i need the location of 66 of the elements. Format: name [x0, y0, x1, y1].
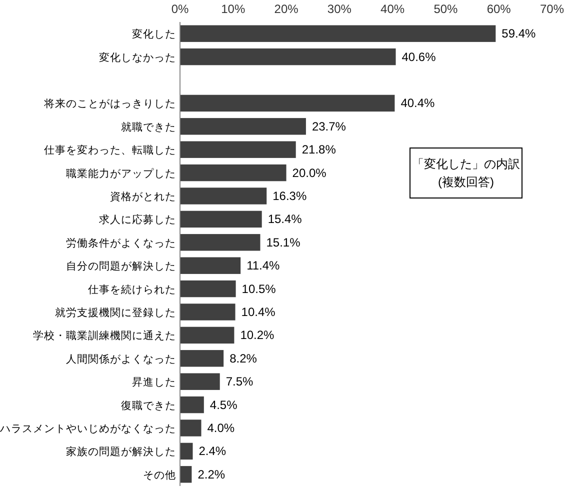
data-label: 2.2% [198, 467, 226, 482]
bar [180, 257, 241, 274]
bar [180, 210, 262, 228]
y-tick-label: 復職できた [121, 398, 176, 412]
bar [180, 350, 224, 367]
bar [180, 48, 396, 66]
x-tick-label: 50% [434, 2, 458, 16]
data-label: 4.0% [207, 421, 235, 435]
y-tick-label: 資格がとれた [110, 191, 176, 203]
y-tick-label: 昇進した [132, 376, 176, 389]
y-tick-label: 労働条件がよくなった [66, 236, 176, 250]
y-tick-label: 就労支援機関に登録した [55, 306, 176, 319]
data-label: 15.1% [266, 235, 301, 250]
bar [180, 326, 234, 344]
data-label: 10.2% [240, 328, 275, 342]
bar [180, 234, 260, 251]
bar [180, 94, 395, 112]
data-label: 16.3% [272, 189, 307, 203]
data-label: 10.4% [241, 305, 276, 319]
x-tick-label: 30% [327, 2, 352, 16]
data-label: 23.7% [312, 119, 346, 134]
x-tick-label: 70% [540, 2, 564, 16]
y-tick-label: 変化しなかった [99, 50, 176, 64]
y-tick-label: 求人に応募した [99, 213, 176, 226]
bar [180, 118, 306, 135]
bar [180, 304, 236, 320]
bar [180, 25, 496, 42]
y-tick-label: ハラスメントやいじめがなくなった [0, 423, 176, 435]
bar [180, 280, 236, 298]
x-tick-label: 40% [380, 2, 405, 16]
data-label: 4.5% [210, 398, 238, 412]
bar [180, 442, 193, 460]
y-tick-label: 就職できた [121, 120, 176, 134]
data-label: 10.5% [242, 282, 276, 296]
x-tick-label: 0% [171, 2, 189, 16]
y-tick-label: 変化した [132, 28, 176, 41]
x-tick-label: 60% [486, 2, 512, 16]
data-label: 2.4% [198, 444, 226, 458]
y-tick-label: 仕事を変わった、転職した [44, 144, 176, 157]
data-label: 15.4% [268, 212, 302, 226]
bar [180, 188, 267, 204]
bar [180, 141, 296, 158]
data-label: 7.5% [226, 374, 254, 389]
y-tick-label: 自分の問題が解決した [66, 260, 176, 273]
y-tick-label: 職業能力がアップした [66, 166, 176, 180]
x-tick-label: 10% [221, 2, 246, 16]
bar [180, 420, 202, 436]
x-tick-label: 20% [274, 2, 299, 16]
data-label: 59.4% [502, 26, 536, 41]
data-label: 11.4% [246, 258, 280, 273]
y-tick-label: 家族の問題が解決した [66, 445, 176, 458]
bar [180, 466, 192, 483]
bar [180, 373, 220, 390]
data-label: 8.2% [230, 351, 258, 366]
y-tick-label: 将来のことがはっきりした [43, 97, 176, 110]
annotation: 「変化した」の内訳 (複数回答) [412, 157, 520, 189]
y-tick-label: 人間関係がよくなった [66, 353, 176, 366]
y-tick-label: 学校・職業訓練機関に通えた [33, 329, 176, 342]
y-tick-label: 仕事を続けられた [88, 282, 176, 296]
data-label: 40.4% [400, 96, 436, 110]
data-label: 20.0% [292, 166, 327, 180]
data-label: 21.8% [302, 142, 336, 157]
data-label: 40.6% [402, 50, 436, 64]
y-tick-label: その他 [143, 469, 176, 482]
bar [180, 164, 286, 182]
bar [180, 396, 204, 414]
